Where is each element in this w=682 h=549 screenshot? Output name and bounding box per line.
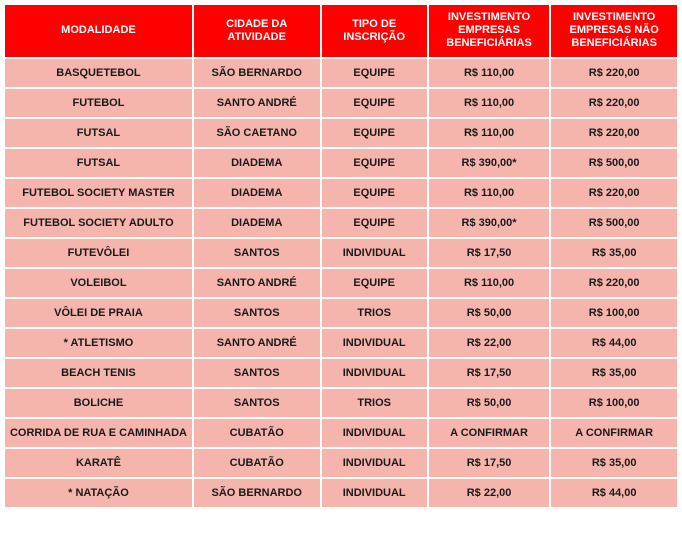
table-cell: R$ 220,00 <box>550 88 678 118</box>
table-row: BEACH TENISSANTOSINDIVIDUALR$ 17,50R$ 35… <box>4 358 678 388</box>
table-cell: BASQUETEBOL <box>4 58 193 88</box>
table-row: BOLICHESANTOSTRIOSR$ 50,00R$ 100,00 <box>4 388 678 418</box>
table-cell: SANTO ANDRÉ <box>193 88 321 118</box>
table-cell: R$ 35,00 <box>550 448 678 478</box>
table-cell: R$ 110,00 <box>428 88 551 118</box>
col-header-invest-benef: INVESTIMENTO EMPRESAS BENEFICIÁRIAS <box>428 4 551 58</box>
table-row: FUTSALSÃO CAETANOEQUIPER$ 110,00R$ 220,0… <box>4 118 678 148</box>
table-cell: EQUIPE <box>321 118 428 148</box>
table-cell: SÃO BERNARDO <box>193 478 321 508</box>
table-cell: EQUIPE <box>321 178 428 208</box>
table-cell: EQUIPE <box>321 148 428 178</box>
table-row: CORRIDA DE RUA E CAMINHADACUBATÃOINDIVID… <box>4 418 678 448</box>
table-cell: R$ 17,50 <box>428 358 551 388</box>
table-cell: R$ 220,00 <box>550 178 678 208</box>
table-cell: DIADEMA <box>193 178 321 208</box>
table-cell: INDIVIDUAL <box>321 478 428 508</box>
table-cell: * ATLETISMO <box>4 328 193 358</box>
table-header: MODALIDADE CIDADE DA ATIVIDADE TIPO DE I… <box>4 4 678 58</box>
table-row: FUTEBOLSANTO ANDRÉEQUIPER$ 110,00R$ 220,… <box>4 88 678 118</box>
table-cell: EQUIPE <box>321 88 428 118</box>
table-cell: VÔLEI DE PRAIA <box>4 298 193 328</box>
table-cell: R$ 220,00 <box>550 268 678 298</box>
table-body: BASQUETEBOLSÃO BERNARDOEQUIPER$ 110,00R$… <box>4 58 678 508</box>
table-row: VOLEIBOLSANTO ANDRÉEQUIPER$ 110,00R$ 220… <box>4 268 678 298</box>
table-cell: A CONFIRMAR <box>550 418 678 448</box>
table-cell: R$ 50,00 <box>428 298 551 328</box>
table-cell: EQUIPE <box>321 268 428 298</box>
table-cell: INDIVIDUAL <box>321 418 428 448</box>
table-cell: CORRIDA DE RUA E CAMINHADA <box>4 418 193 448</box>
table-cell: R$ 44,00 <box>550 478 678 508</box>
table-cell: DIADEMA <box>193 208 321 238</box>
col-header-cidade: CIDADE DA ATIVIDADE <box>193 4 321 58</box>
table-row: * NATAÇÃOSÃO BERNARDOINDIVIDUALR$ 22,00R… <box>4 478 678 508</box>
table-cell: R$ 220,00 <box>550 118 678 148</box>
table-cell: SANTOS <box>193 238 321 268</box>
table-cell: SANTO ANDRÉ <box>193 328 321 358</box>
table-cell: SANTOS <box>193 358 321 388</box>
table-cell: TRIOS <box>321 298 428 328</box>
table-cell: BOLICHE <box>4 388 193 418</box>
table-cell: DIADEMA <box>193 148 321 178</box>
table-cell: CUBATÃO <box>193 448 321 478</box>
table-cell: R$ 500,00 <box>550 208 678 238</box>
table-cell: INDIVIDUAL <box>321 448 428 478</box>
table-row: FUTEVÔLEISANTOSINDIVIDUALR$ 17,50R$ 35,0… <box>4 238 678 268</box>
table-cell: FUTEBOL <box>4 88 193 118</box>
table-cell: SANTO ANDRÉ <box>193 268 321 298</box>
table-cell: FUTEBOL SOCIETY ADULTO <box>4 208 193 238</box>
table-cell: R$ 35,00 <box>550 238 678 268</box>
table-cell: R$ 390,00* <box>428 148 551 178</box>
col-header-modalidade: MODALIDADE <box>4 4 193 58</box>
table-cell: R$ 220,00 <box>550 58 678 88</box>
table-cell: SÃO BERNARDO <box>193 58 321 88</box>
table-cell: R$ 22,00 <box>428 478 551 508</box>
table-cell: TRIOS <box>321 388 428 418</box>
table-cell: EQUIPE <box>321 58 428 88</box>
table-cell: R$ 17,50 <box>428 448 551 478</box>
table-cell: R$ 44,00 <box>550 328 678 358</box>
table-row: KARATÊCUBATÃOINDIVIDUALR$ 17,50R$ 35,00 <box>4 448 678 478</box>
table-cell: INDIVIDUAL <box>321 358 428 388</box>
table-cell: FUTEVÔLEI <box>4 238 193 268</box>
table-row: VÔLEI DE PRAIASANTOSTRIOSR$ 50,00R$ 100,… <box>4 298 678 328</box>
table-cell: BEACH TENIS <box>4 358 193 388</box>
table-cell: KARATÊ <box>4 448 193 478</box>
table-row: FUTEBOL SOCIETY ADULTODIADEMAEQUIPER$ 39… <box>4 208 678 238</box>
col-header-invest-nao-benef: INVESTIMENTO EMPRESAS NÃO BENEFICIÁRIAS <box>550 4 678 58</box>
table-cell: R$ 17,50 <box>428 238 551 268</box>
table-cell: R$ 22,00 <box>428 328 551 358</box>
table-cell: CUBATÃO <box>193 418 321 448</box>
table-row: FUTEBOL SOCIETY MASTERDIADEMAEQUIPER$ 11… <box>4 178 678 208</box>
col-header-tipo: TIPO DE INSCRIÇÃO <box>321 4 428 58</box>
table-cell: FUTSAL <box>4 148 193 178</box>
table-cell: INDIVIDUAL <box>321 328 428 358</box>
table-cell: VOLEIBOL <box>4 268 193 298</box>
table-row: FUTSALDIADEMAEQUIPER$ 390,00*R$ 500,00 <box>4 148 678 178</box>
table-cell: R$ 110,00 <box>428 118 551 148</box>
table-cell: INDIVIDUAL <box>321 238 428 268</box>
table-cell: A CONFIRMAR <box>428 418 551 448</box>
table-cell: R$ 110,00 <box>428 58 551 88</box>
table-cell: SANTOS <box>193 388 321 418</box>
table-cell: FUTSAL <box>4 118 193 148</box>
table-cell: R$ 100,00 <box>550 388 678 418</box>
table-cell: R$ 390,00* <box>428 208 551 238</box>
table-cell: R$ 500,00 <box>550 148 678 178</box>
table-cell: SÃO CAETANO <box>193 118 321 148</box>
table-cell: R$ 110,00 <box>428 268 551 298</box>
table-cell: FUTEBOL SOCIETY MASTER <box>4 178 193 208</box>
pricing-table: MODALIDADE CIDADE DA ATIVIDADE TIPO DE I… <box>4 4 678 508</box>
table-cell: EQUIPE <box>321 208 428 238</box>
table-row: BASQUETEBOLSÃO BERNARDOEQUIPER$ 110,00R$… <box>4 58 678 88</box>
table-cell: R$ 50,00 <box>428 388 551 418</box>
table-cell: R$ 100,00 <box>550 298 678 328</box>
table-cell: SANTOS <box>193 298 321 328</box>
table-row: * ATLETISMOSANTO ANDRÉINDIVIDUALR$ 22,00… <box>4 328 678 358</box>
table-cell: R$ 35,00 <box>550 358 678 388</box>
table-cell: * NATAÇÃO <box>4 478 193 508</box>
table-cell: R$ 110,00 <box>428 178 551 208</box>
